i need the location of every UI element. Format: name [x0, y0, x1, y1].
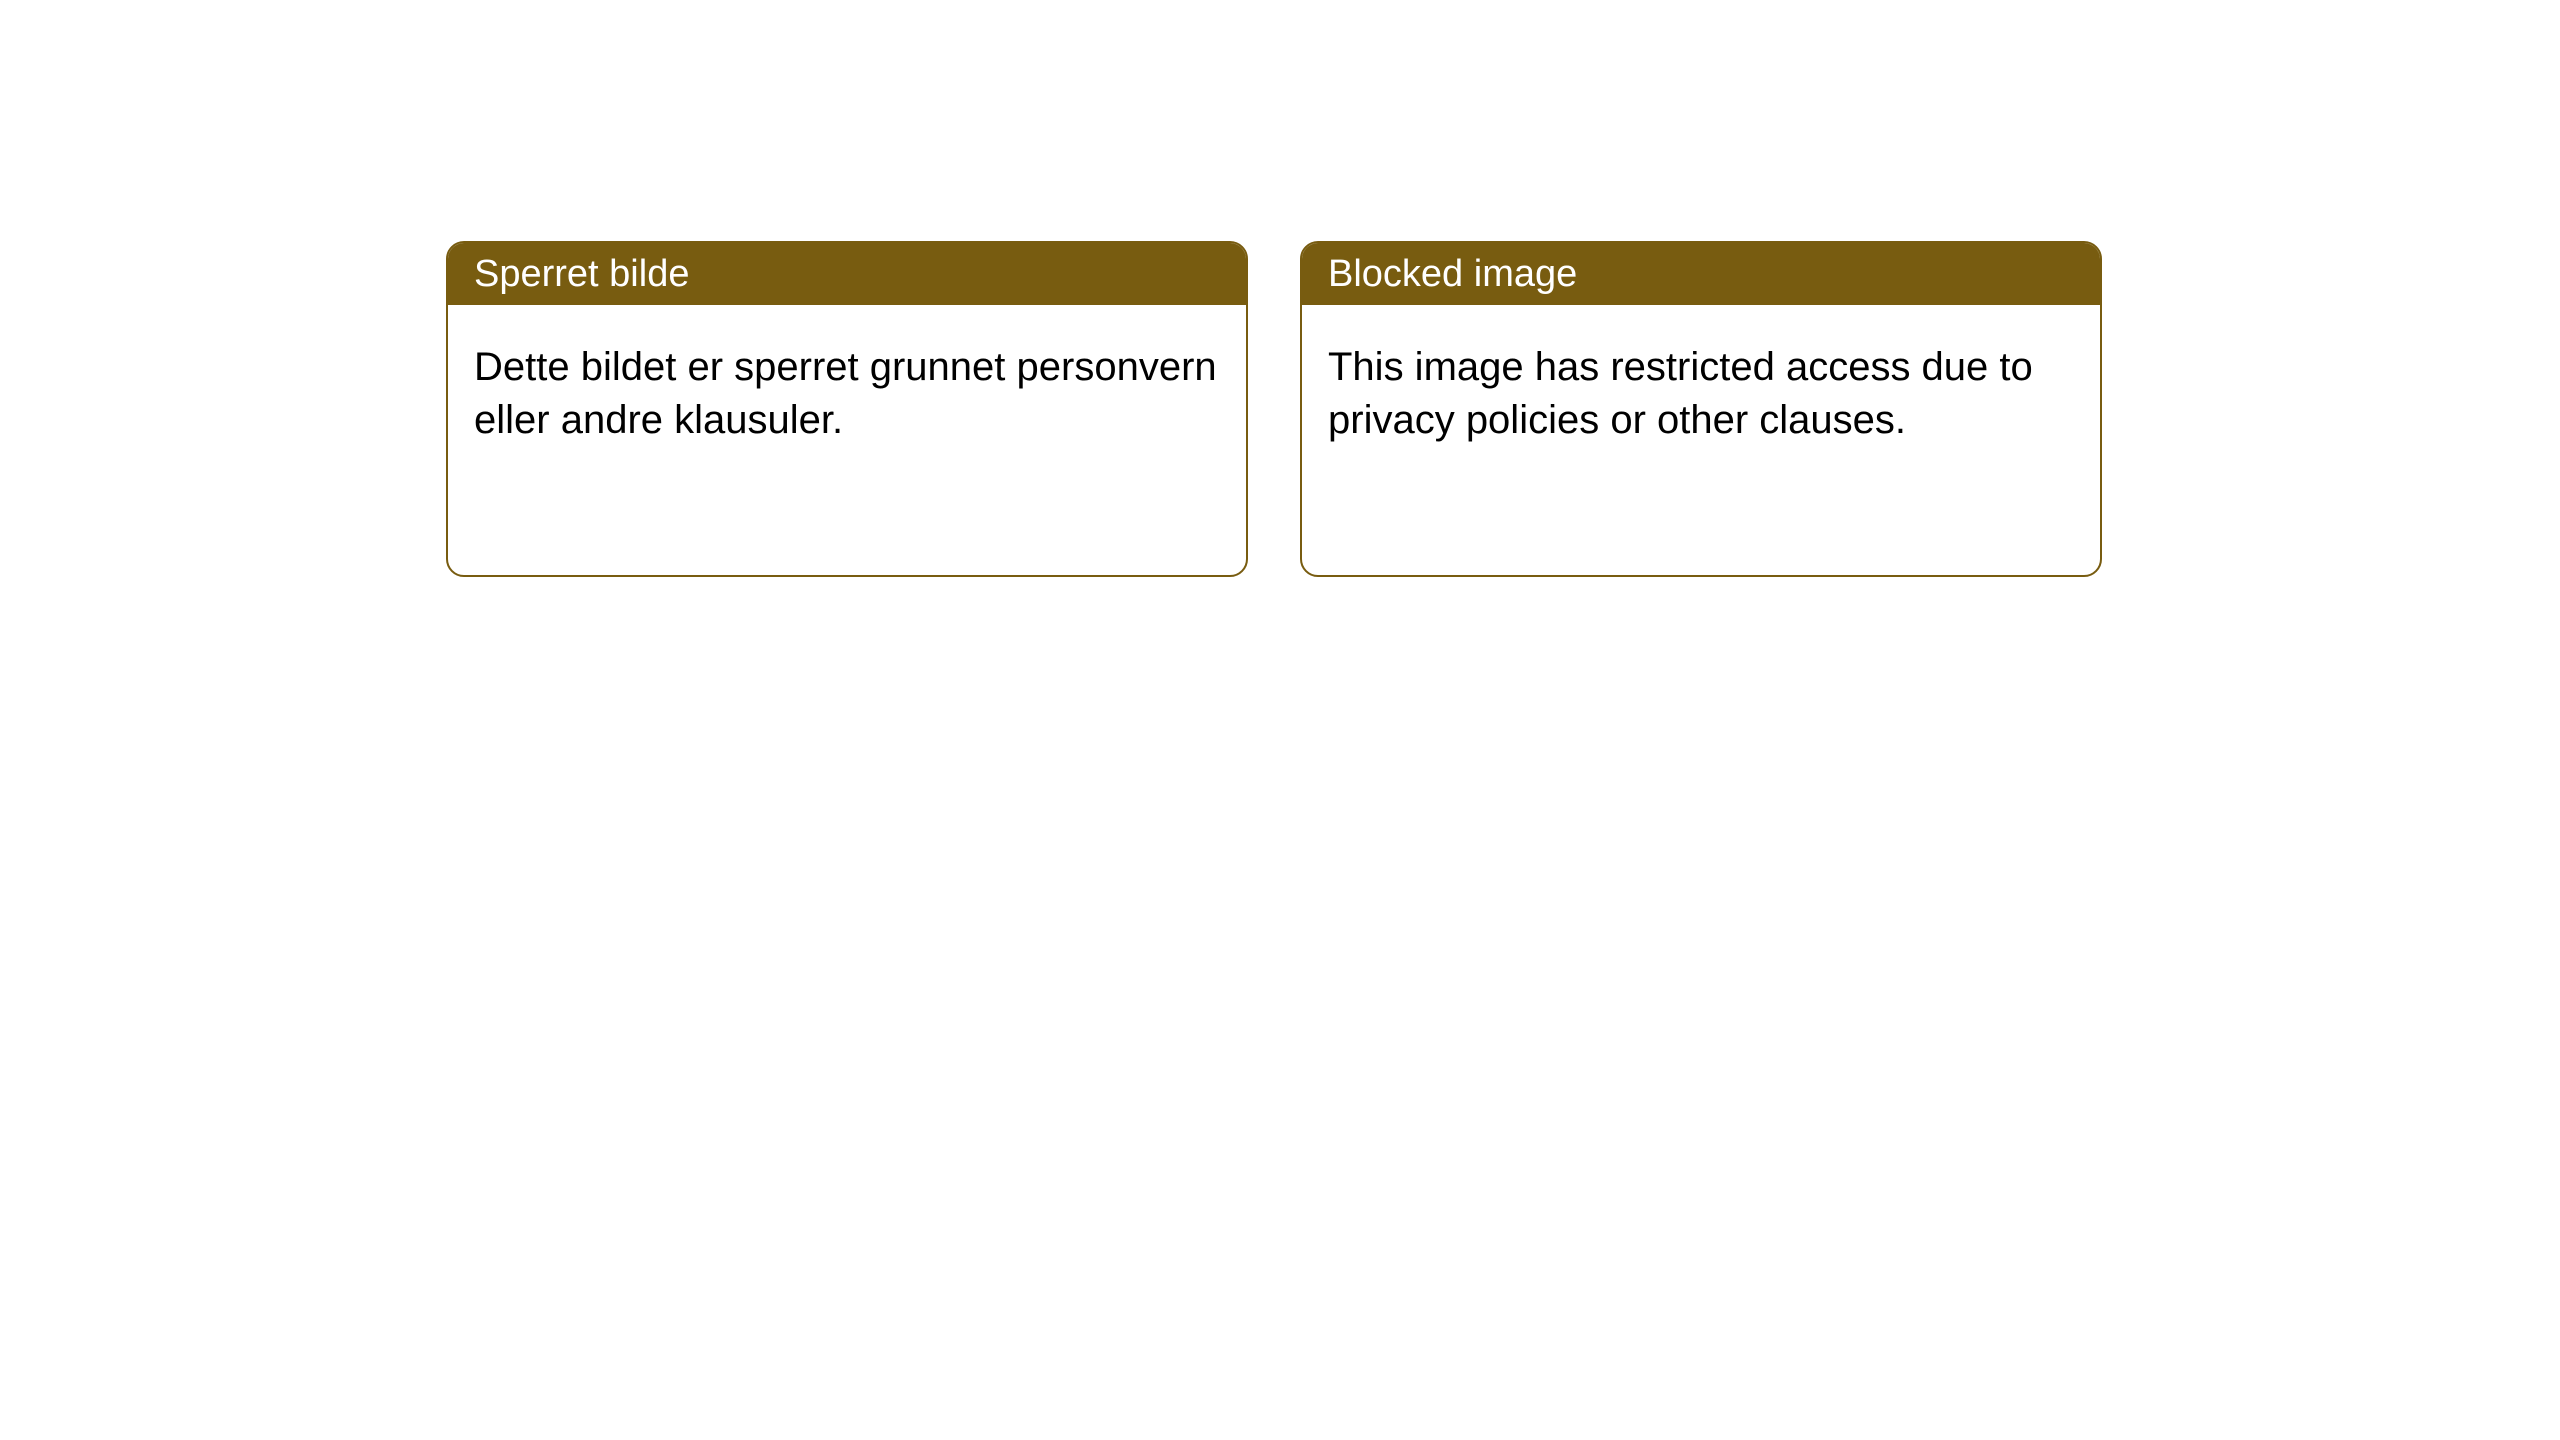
card-body-en: This image has restricted access due to … [1302, 305, 2100, 483]
blocked-image-card-en: Blocked image This image has restricted … [1300, 241, 2102, 577]
card-text-no: Dette bildet er sperret grunnet personve… [474, 345, 1217, 442]
card-header-no: Sperret bilde [448, 243, 1246, 305]
notice-cards-container: Sperret bilde Dette bildet er sperret gr… [446, 241, 2102, 577]
card-body-no: Dette bildet er sperret grunnet personve… [448, 305, 1246, 483]
card-header-en: Blocked image [1302, 243, 2100, 305]
card-text-en: This image has restricted access due to … [1328, 345, 2033, 442]
card-title-en: Blocked image [1328, 253, 1577, 296]
blocked-image-card-no: Sperret bilde Dette bildet er sperret gr… [446, 241, 1248, 577]
card-title-no: Sperret bilde [474, 253, 689, 296]
